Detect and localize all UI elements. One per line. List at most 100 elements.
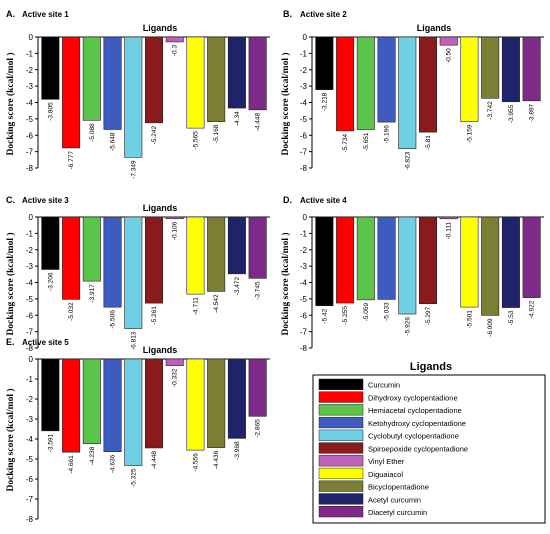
y-tick-label: -2 (26, 395, 34, 404)
bar (227, 358, 246, 439)
y-tick-label: -4 (26, 435, 34, 444)
legend-item-label: Diguaiacol (368, 470, 403, 479)
y-tick-label: -8 (26, 344, 34, 353)
bar-value-label: -5.196 (384, 125, 391, 144)
bar (62, 36, 81, 149)
y-tick-label: -3 (26, 262, 34, 271)
y-tick-label: -3 (26, 82, 34, 91)
legend-swatch (318, 506, 364, 518)
y-tick-label: -8 (26, 515, 34, 524)
chart-panel-3: C. Active site 3 Ligands Docking score (kca… (5, 195, 270, 353)
y-tick-label: -2 (300, 246, 308, 255)
bar (207, 216, 226, 292)
y-tick-label: -2 (26, 246, 34, 255)
bar-value-label: -4.711 (192, 297, 199, 315)
bar-value-label: -5.506 (110, 310, 117, 329)
bar (227, 216, 246, 275)
legend-swatch (318, 404, 364, 416)
y-tick-label: -6 (26, 131, 34, 140)
legend-swatch (318, 493, 364, 505)
bar (336, 216, 355, 304)
y-tick-label: -1 (26, 375, 34, 384)
bar-value-label: -5.81 (425, 135, 432, 150)
y-tick-label: -1 (26, 49, 34, 58)
bar (82, 36, 101, 121)
bar-value-label: -5.255 (342, 306, 349, 325)
y-tick-label: -7 (26, 148, 34, 157)
bar-value-label: -5.53 (508, 310, 515, 325)
bar (377, 216, 396, 300)
bar (41, 216, 60, 270)
bar (418, 36, 438, 133)
panel-label: D. (283, 195, 292, 205)
chart-panel-5: E. Active site 5 Ligands Docking score (kca… (5, 337, 270, 524)
bar-value-label: -3.968 (234, 441, 241, 460)
legend-item-label: Cyclobutyl cyclopentadione (368, 432, 459, 441)
legend-item-label: Hemiacetal cyclopentadione (368, 406, 462, 415)
bar-value-label: -4.542 (213, 294, 220, 313)
bar-value-label: -3.218 (321, 92, 328, 111)
bar-value-label: -3.745 (255, 281, 262, 300)
bar-value-label: -5.648 (110, 132, 117, 151)
y-tick-label: 0 (29, 355, 34, 364)
bar-value-label: -0.50 (446, 48, 453, 63)
y-tick-label: -1 (300, 49, 308, 58)
y-tick-label: 0 (303, 33, 308, 42)
bar-value-label: -6.813 (130, 331, 137, 350)
y-tick-label: -4 (26, 99, 34, 108)
y-tick-label: -6 (300, 131, 308, 140)
bar (522, 36, 541, 102)
bar-value-label: -4.922 (529, 300, 536, 319)
y-tick-label: -1 (26, 229, 34, 238)
bar-value-label: -0.332 (172, 368, 179, 387)
y-tick-label: -4 (26, 279, 34, 288)
bar (439, 36, 458, 46)
bar (124, 216, 143, 329)
bar-value-label: -3.472 (234, 276, 241, 295)
chart-panel-4: D. Active site 4 Docking score (kcal/mol )… (280, 195, 544, 353)
y-tick-label: -5 (300, 295, 308, 304)
bar-value-label: -5.325 (130, 468, 137, 487)
bar-value-label: -5.059 (363, 302, 370, 321)
bar (165, 358, 184, 366)
bar-value-label: -3.955 (508, 104, 515, 123)
y-tick-label: -5 (26, 455, 34, 464)
panel-label: C. (6, 195, 15, 205)
bar-value-label: -5.926 (404, 317, 411, 336)
bar-value-label: -3.206 (47, 272, 54, 291)
bar-value-label: -4.661 (68, 455, 75, 474)
bar-value-label: -4.448 (151, 451, 158, 470)
bar (124, 36, 143, 158)
bar-value-label: -4.238 (89, 446, 96, 465)
y-tick-label: -8 (26, 164, 34, 173)
y-tick-label: -7 (26, 328, 34, 337)
bar-value-label: -0.111 (446, 221, 453, 239)
legend-swatch (318, 416, 364, 429)
bar (144, 216, 164, 304)
bar-value-label: -6.823 (404, 151, 411, 170)
legend-item-label: Diacetyl curcumin (368, 508, 427, 517)
chart-title: Ligands (143, 345, 178, 355)
bar-value-label: -4.448 (255, 112, 262, 131)
legend-swatch (318, 442, 364, 454)
bar-value-label: -3.917 (89, 284, 96, 303)
bar (103, 358, 122, 453)
y-tick-label: -2 (26, 66, 34, 75)
legend-title: Ligands (410, 361, 452, 373)
bar (398, 36, 417, 150)
panel-label: A. (6, 9, 15, 19)
bar (41, 36, 60, 100)
bar-value-label: -2.865 (255, 419, 262, 438)
bar (207, 36, 226, 122)
y-tick-label: -3 (300, 82, 308, 91)
bar (186, 216, 205, 295)
legend-item-label: Spiroepoxide cyclopentadione (368, 444, 468, 453)
bar-value-label: -5.501 (466, 310, 473, 329)
bar (186, 358, 205, 451)
bar-value-label: -5.261 (151, 306, 158, 325)
y-tick-label: -4 (300, 99, 308, 108)
bar (460, 216, 479, 308)
y-tick-label: -5 (300, 115, 308, 124)
legend-item-label: Curcumin (368, 381, 400, 390)
y-tick-label: -5 (26, 295, 34, 304)
